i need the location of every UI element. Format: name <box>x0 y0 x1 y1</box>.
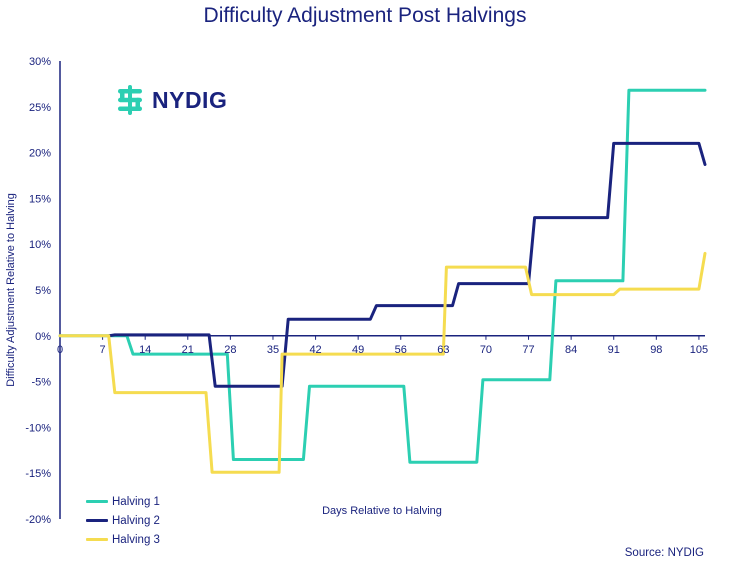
x-tick-label: 42 <box>309 344 321 356</box>
legend: Halving 1 Halving 2 Halving 3 <box>86 492 160 549</box>
logo-text: NYDIG <box>152 86 228 113</box>
legend-swatch <box>86 519 108 522</box>
legend-item-halving-3: Halving 3 <box>86 530 160 549</box>
y-tick-label: 10% <box>29 239 51 251</box>
x-tick-label: 0 <box>57 344 63 356</box>
legend-label: Halving 1 <box>112 495 160 508</box>
y-tick-label: -20% <box>25 514 51 526</box>
series-line-halving-1 <box>58 88 707 464</box>
legend-item-halving-2: Halving 2 <box>86 511 160 530</box>
y-tick-label: 5% <box>35 285 51 297</box>
axes <box>59 61 705 519</box>
x-tick-label: 70 <box>480 344 492 356</box>
legend-label: Halving 2 <box>112 514 160 527</box>
y-tick-label: 15% <box>29 193 51 205</box>
x-tick-label: 105 <box>690 344 708 356</box>
legend-label: Halving 3 <box>112 533 160 546</box>
x-tick-label: 7 <box>100 344 106 356</box>
y-tick-label: -5% <box>31 377 51 389</box>
y-tick-label: -15% <box>25 468 51 480</box>
legend-swatch <box>86 538 108 541</box>
x-tick-label: 21 <box>182 344 194 356</box>
x-tick-label: 56 <box>395 344 407 356</box>
x-tick-label: 77 <box>522 344 534 356</box>
y-tick-label: 30% <box>29 56 51 68</box>
nydig-logo: NYDIG <box>114 84 227 116</box>
y-tick-label: 25% <box>29 102 51 114</box>
legend-swatch <box>86 500 108 503</box>
series-line-halving-3 <box>58 251 707 474</box>
series-lines <box>58 88 707 474</box>
source-note: Source: NYDIG <box>624 547 704 559</box>
tick-labels: -20% -15% -10% -5% 0% 5% 10% 15% 20% 25% 30% 0 7 14 21… <box>25 56 708 526</box>
legend-item-halving-1: Halving 1 <box>86 492 160 511</box>
x-axis-title: Days Relative to Halving <box>322 505 442 517</box>
x-tick-label: 28 <box>224 344 236 356</box>
x-tick-label: 14 <box>139 344 151 356</box>
y-tick-label: -10% <box>25 422 51 434</box>
series-line-halving-2 <box>107 141 707 388</box>
y-tick-label: 20% <box>29 148 51 160</box>
chart-title: Difficulty Adjustment Post Halvings <box>203 4 527 27</box>
x-tick-label: 98 <box>650 344 662 356</box>
x-tick-label: 35 <box>267 344 279 356</box>
y-tick-label: 0% <box>35 331 51 343</box>
nydig-logo-icon <box>118 85 142 115</box>
x-tick-label: 91 <box>608 344 620 356</box>
x-tick-label: 63 <box>437 344 449 356</box>
y-axis-title: Difficulty Adjustment Relative to Halvin… <box>5 193 17 387</box>
x-tick-label: 49 <box>352 344 364 356</box>
x-tick-label: 84 <box>565 344 577 356</box>
